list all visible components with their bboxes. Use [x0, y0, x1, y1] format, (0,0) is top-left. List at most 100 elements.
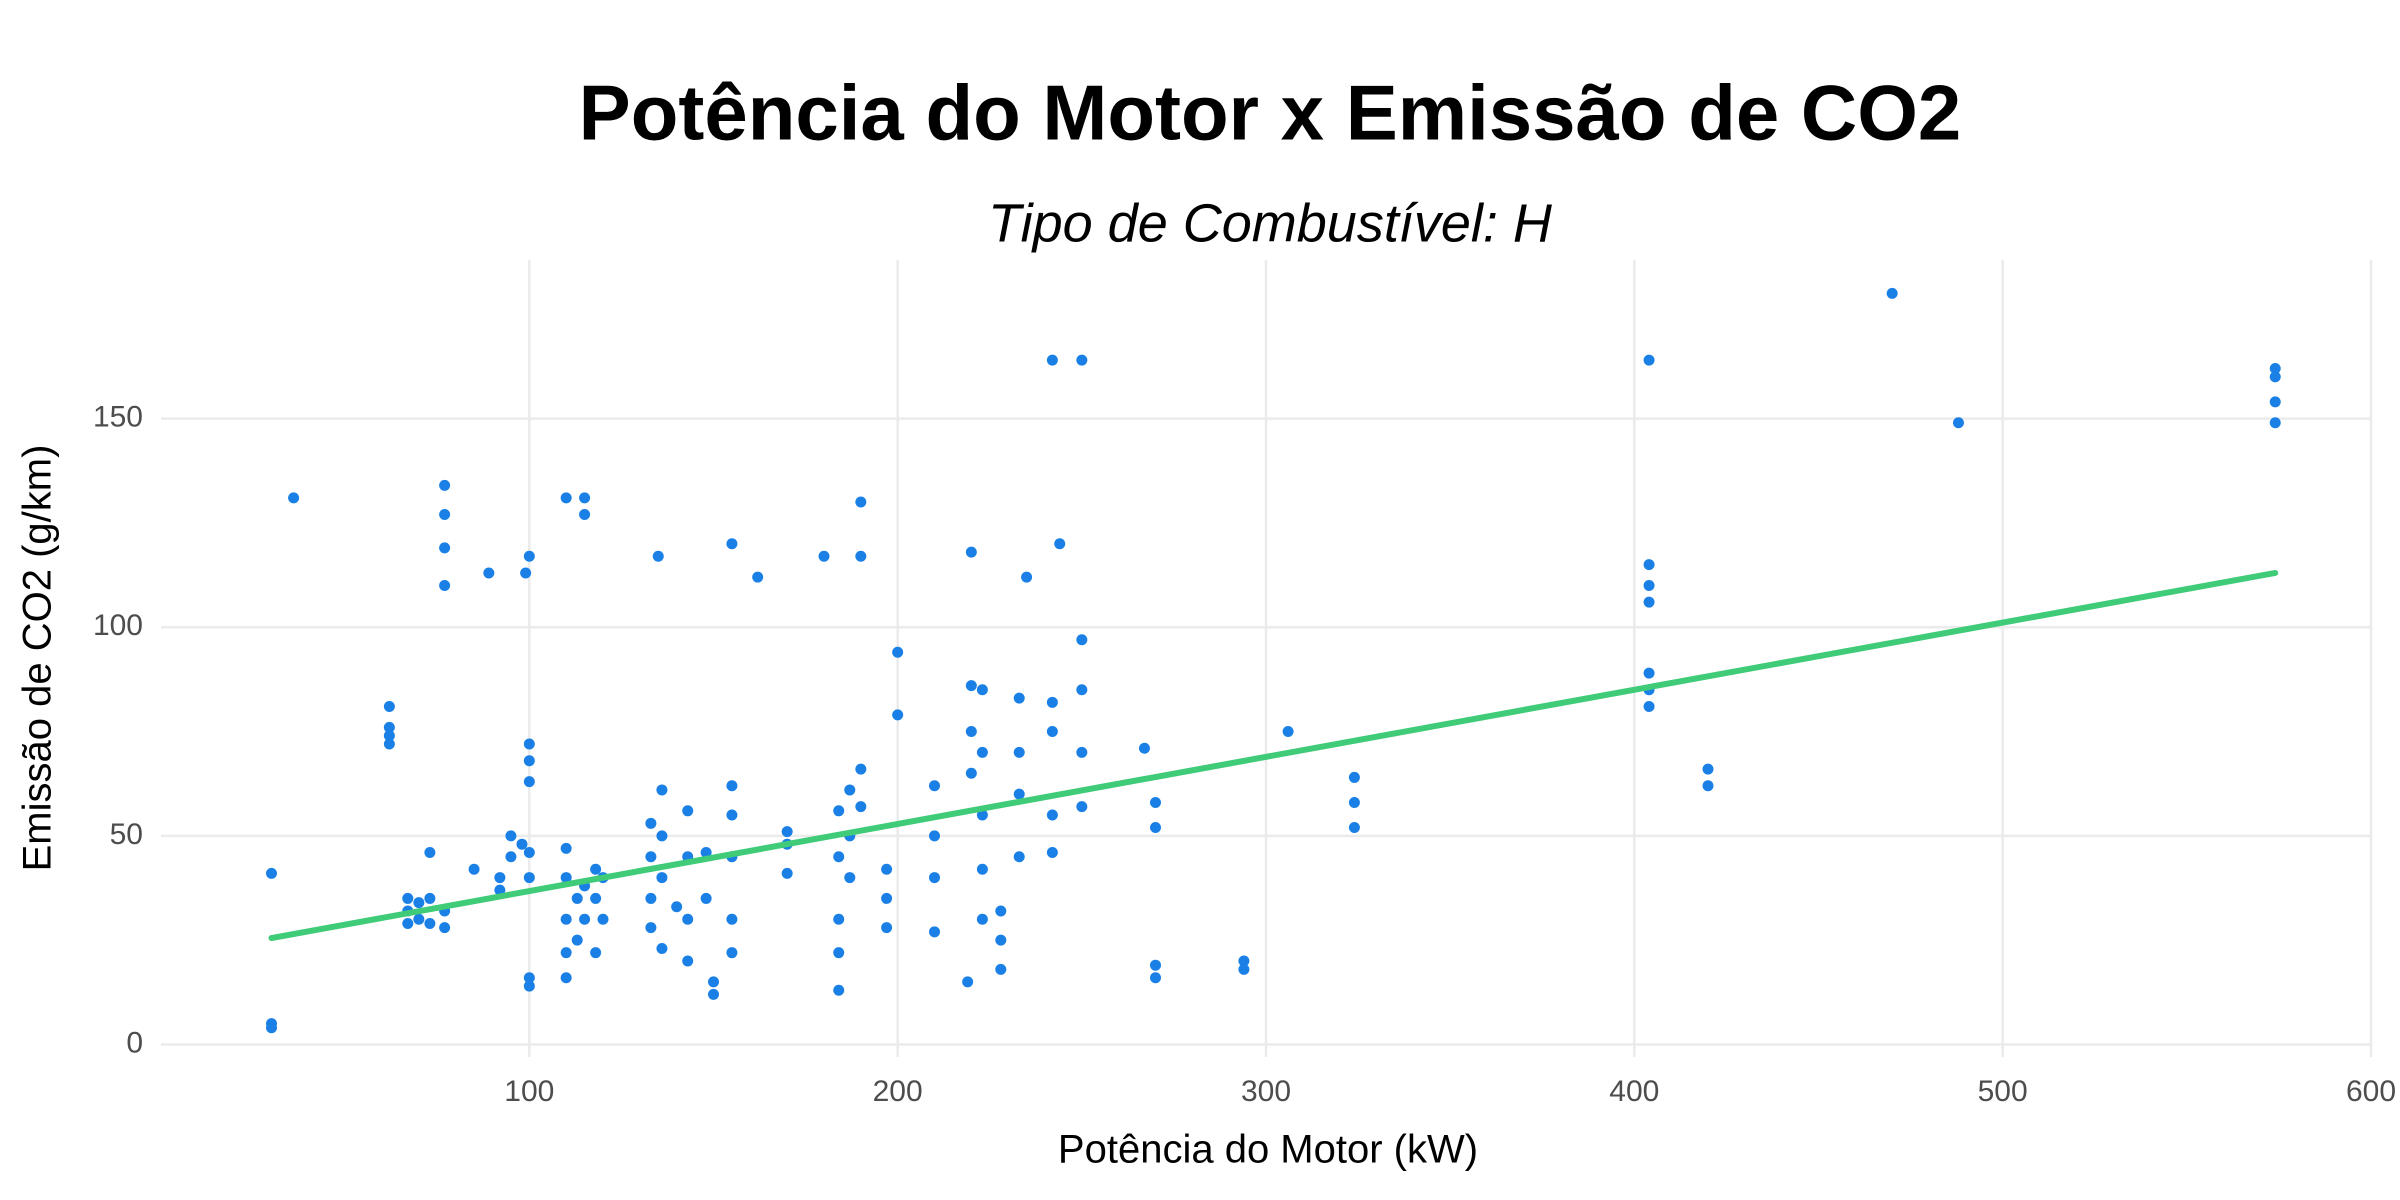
- point: [652, 550, 664, 562]
- point: [976, 913, 988, 925]
- point: [1076, 634, 1088, 646]
- point: [1643, 667, 1655, 679]
- point: [671, 901, 683, 913]
- point: [1013, 788, 1025, 800]
- x-tick-label: 300: [1241, 1075, 1291, 1108]
- y-axis-title: Emissão de CO2 (g/km): [16, 445, 60, 872]
- point: [656, 943, 668, 955]
- point: [929, 872, 940, 884]
- point: [833, 913, 845, 925]
- point: [597, 913, 609, 925]
- point: [439, 579, 451, 591]
- point: [266, 867, 277, 879]
- point: [520, 567, 532, 579]
- trend-line: [268, 569, 2279, 942]
- point: [560, 947, 572, 959]
- point: [965, 546, 977, 558]
- point: [1054, 538, 1066, 550]
- point: [1643, 596, 1655, 608]
- point: [1348, 796, 1360, 808]
- point: [579, 913, 591, 925]
- point: [892, 709, 904, 721]
- point: [781, 867, 793, 879]
- point: [571, 934, 583, 946]
- point: [413, 913, 425, 925]
- point: [590, 892, 602, 904]
- point: [1643, 354, 1655, 366]
- point: [892, 646, 904, 658]
- point: [645, 817, 657, 829]
- point: [833, 805, 845, 817]
- marks: [266, 287, 2281, 1034]
- point: [2269, 371, 2281, 383]
- point: [439, 479, 451, 491]
- point: [1238, 963, 1250, 975]
- point: [929, 926, 940, 938]
- point: [1046, 726, 1058, 738]
- point: [700, 847, 712, 859]
- point: [523, 872, 535, 884]
- point: [1076, 354, 1088, 366]
- x-tick-label: 400: [1609, 1075, 1659, 1108]
- point: [468, 863, 480, 875]
- point: [383, 738, 395, 750]
- point: [726, 947, 738, 959]
- point: [590, 863, 602, 875]
- y-tick-label: 0: [126, 1026, 143, 1059]
- point: [995, 934, 1007, 946]
- point: [965, 680, 977, 692]
- point: [1238, 955, 1250, 967]
- point: [976, 746, 988, 758]
- point: [881, 863, 893, 875]
- point: [726, 780, 738, 792]
- point: [1702, 780, 1714, 792]
- point: [560, 872, 572, 884]
- chart-title: Potência do Motor x Emissão de CO2: [579, 69, 1962, 157]
- point: [1076, 684, 1088, 696]
- point: [1013, 746, 1025, 758]
- chart-subtitle: Tipo de Combustível: H: [988, 193, 1553, 253]
- point: [929, 780, 940, 792]
- point: [424, 917, 436, 929]
- point: [965, 726, 977, 738]
- point: [1076, 801, 1088, 813]
- point: [579, 492, 591, 504]
- point: [781, 826, 793, 838]
- point: [523, 755, 535, 767]
- point: [976, 809, 988, 821]
- point: [645, 892, 657, 904]
- point: [833, 851, 845, 863]
- point: [855, 763, 867, 775]
- point: [855, 496, 867, 508]
- point: [726, 913, 738, 925]
- point: [494, 884, 506, 896]
- point: [560, 492, 572, 504]
- point: [571, 892, 583, 904]
- point: [383, 721, 395, 733]
- point: [1013, 692, 1025, 704]
- x-tick-label: 200: [873, 1075, 923, 1108]
- point: [656, 872, 668, 884]
- y-tick-label: 100: [93, 609, 143, 642]
- point: [656, 830, 668, 842]
- point: [1046, 354, 1058, 366]
- point: [523, 776, 535, 788]
- point: [995, 905, 1007, 917]
- point: [505, 851, 517, 863]
- point: [700, 892, 712, 904]
- point: [1046, 847, 1058, 859]
- point: [1643, 559, 1655, 571]
- point: [1702, 763, 1714, 775]
- point: [1886, 287, 1898, 299]
- point: [439, 509, 451, 521]
- point: [726, 809, 738, 821]
- point: [523, 972, 535, 984]
- point: [560, 972, 572, 984]
- point: [424, 892, 436, 904]
- point: [402, 892, 414, 904]
- point: [645, 922, 657, 934]
- point: [523, 847, 535, 859]
- point: [523, 550, 535, 562]
